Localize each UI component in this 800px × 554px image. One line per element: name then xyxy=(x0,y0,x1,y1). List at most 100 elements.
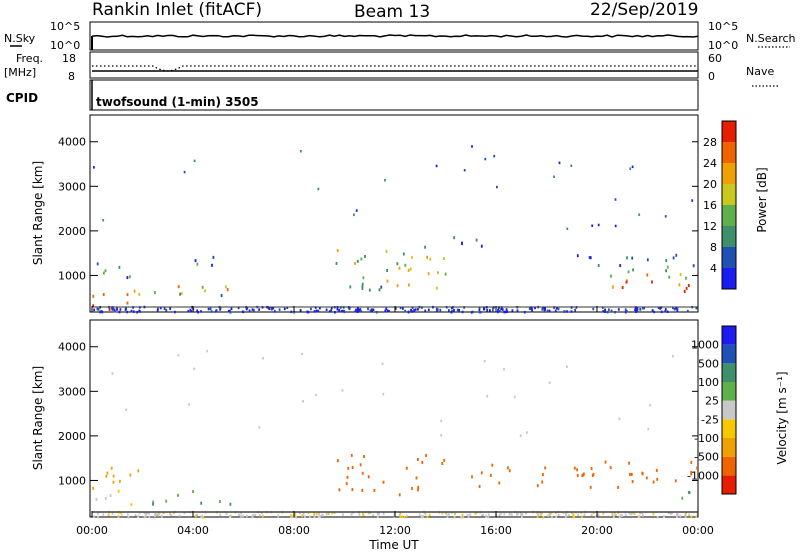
noise-right-label: N.Search xyxy=(746,32,796,45)
echo-cell xyxy=(152,502,154,506)
x-tick-label: 08:00 xyxy=(278,524,310,537)
echo-cell xyxy=(241,310,244,313)
echo-cell xyxy=(192,490,194,493)
velocity-colorbar-tick: -500 xyxy=(694,451,719,464)
echo-cell xyxy=(117,489,120,493)
echo-cell xyxy=(97,512,99,515)
echo-cell xyxy=(338,488,341,492)
echo-cell xyxy=(220,294,223,298)
echo-cell xyxy=(453,516,456,519)
echo-cell xyxy=(482,513,485,517)
y-tick-label: 3000 xyxy=(58,385,86,398)
echo-cell xyxy=(177,354,180,357)
echo-cell xyxy=(177,285,180,289)
echo-cell xyxy=(541,512,543,515)
echo-cell xyxy=(491,309,494,313)
echo-cell xyxy=(261,514,264,518)
echo-cell xyxy=(652,480,655,484)
echo-cell xyxy=(641,511,644,515)
cpid-label: CPID xyxy=(6,91,38,105)
echo-cell xyxy=(362,276,365,280)
echo-cell xyxy=(242,514,244,518)
echo-cell xyxy=(478,308,481,311)
echo-cell xyxy=(417,488,419,492)
echo-cell xyxy=(478,306,481,310)
echo-cell xyxy=(604,310,606,313)
echo-cell xyxy=(355,308,357,312)
power-colorbar: 4 8 12 16 20 24 28 xyxy=(703,120,737,290)
echo-cell xyxy=(310,307,312,311)
echo-cell xyxy=(302,513,305,516)
echo-cell xyxy=(608,308,610,311)
echo-cell xyxy=(109,494,112,497)
echo-cell xyxy=(258,514,261,517)
echo-cell xyxy=(539,512,542,515)
echo-cell xyxy=(402,307,404,310)
echo-cell xyxy=(291,514,294,518)
echo-cell xyxy=(378,512,380,516)
echo-cell xyxy=(437,271,439,275)
y-tick-label: 4000 xyxy=(58,341,86,354)
freq-unit: [MHz] xyxy=(4,66,36,79)
echo-cell xyxy=(660,310,663,314)
echo-cell xyxy=(369,309,372,312)
echo-cell xyxy=(546,309,549,313)
echo-cell xyxy=(202,516,205,519)
frequency-panel: Freq. [MHz] 18 8 60 0 Nave xyxy=(4,51,778,87)
echo-cell xyxy=(342,309,344,313)
echo-cell xyxy=(531,310,533,313)
colorbar-swatch xyxy=(722,326,736,345)
echo-cell xyxy=(548,511,551,515)
echo-cell xyxy=(245,514,248,518)
echo-cell xyxy=(156,513,159,516)
echo-cell xyxy=(398,514,401,517)
echo-cell xyxy=(357,307,359,310)
echo-cell xyxy=(207,307,210,311)
echo-cell xyxy=(665,269,667,273)
echo-cell xyxy=(348,307,351,311)
echo-cell xyxy=(440,419,443,423)
echo-cell xyxy=(189,308,192,312)
echo-cell xyxy=(278,308,281,311)
echo-cell xyxy=(479,311,482,314)
echo-cell xyxy=(601,306,604,309)
echo-cell xyxy=(102,219,105,222)
echo-cell xyxy=(568,514,570,517)
echo-cell xyxy=(372,513,375,517)
echo-cell xyxy=(674,479,677,483)
echo-cell xyxy=(679,514,682,518)
echo-cell xyxy=(497,310,499,314)
noise-right-tick-top: 10^5 xyxy=(708,20,738,33)
echo-cell xyxy=(536,515,539,519)
echo-cell xyxy=(660,306,663,309)
echo-cell xyxy=(290,514,292,517)
echo-cell xyxy=(396,284,399,288)
echo-cell xyxy=(118,310,121,314)
echo-cell xyxy=(664,215,667,218)
echo-cell xyxy=(590,513,593,517)
echo-cell xyxy=(93,166,95,169)
beam-label: Beam 13 xyxy=(354,2,431,22)
noise-right-tick-bottom: 10^0 xyxy=(708,39,738,52)
echo-cell xyxy=(614,310,616,314)
echo-cell xyxy=(639,511,641,515)
echo-cell xyxy=(237,306,240,310)
echo-cell xyxy=(368,288,371,292)
echo-cell xyxy=(541,308,544,311)
echo-cell xyxy=(110,466,113,470)
echo-cell xyxy=(548,381,551,384)
echo-cell xyxy=(399,515,402,519)
echo-cell xyxy=(404,263,407,267)
power-colorbar-tick: 28 xyxy=(703,136,717,149)
echo-cell xyxy=(138,292,141,296)
echo-cell xyxy=(653,310,655,314)
echo-cell xyxy=(169,512,172,516)
echo-cell xyxy=(361,286,364,290)
echo-cell xyxy=(665,259,668,263)
echo-cell xyxy=(625,309,628,313)
echo-cell xyxy=(610,274,612,278)
echo-cell xyxy=(137,515,140,518)
echo-cell xyxy=(127,516,130,519)
echo-cell xyxy=(229,311,232,314)
